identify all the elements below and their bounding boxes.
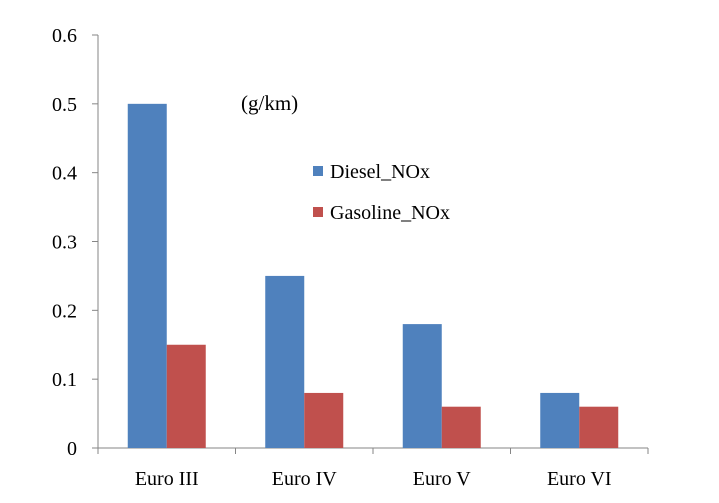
bar-gasoline-euro-iv bbox=[304, 392, 344, 448]
x-tick-group: Euro III Euro IV Euro V Euro VI bbox=[97, 448, 649, 490]
bar-gasoline-euro-vi bbox=[579, 406, 619, 448]
y-tick-label: 0.5 bbox=[52, 94, 77, 116]
y-tick-group: 0 0.1 0.2 0.3 0.4 0.5 0.6 bbox=[52, 25, 98, 460]
y-tick-label: 0.1 bbox=[52, 369, 77, 391]
legend-swatch-diesel bbox=[313, 166, 323, 176]
legend-item-gasoline: Gasoline_NOx bbox=[313, 202, 450, 224]
x-tick-label: Euro VI bbox=[547, 468, 612, 490]
x-tick-label: Euro III bbox=[135, 468, 199, 490]
y-axis: 0 0.1 0.2 0.3 0.4 0.5 0.6 bbox=[52, 25, 99, 460]
legend-label-diesel: Diesel_NOx bbox=[330, 161, 430, 183]
y-tick-label: 0.3 bbox=[52, 232, 77, 254]
bars-group bbox=[127, 103, 619, 448]
y-tick-label: 0 bbox=[67, 438, 77, 460]
y-tick-label: 0.6 bbox=[52, 25, 77, 47]
unit-label: (g/km) bbox=[241, 91, 298, 115]
legend-label-gasoline: Gasoline_NOx bbox=[330, 202, 450, 224]
bar-diesel-euro-vi bbox=[540, 392, 580, 448]
x-axis: Euro III Euro IV Euro V Euro VI bbox=[97, 447, 649, 490]
legend-swatch-gasoline bbox=[313, 207, 323, 217]
bar-gasoline-euro-iii bbox=[166, 344, 206, 448]
x-tick-label: Euro IV bbox=[272, 468, 338, 490]
y-tick-label: 0.4 bbox=[52, 163, 77, 185]
bar-diesel-euro-iii bbox=[127, 103, 167, 448]
bar-diesel-euro-iv bbox=[265, 275, 305, 448]
y-tick-label: 0.2 bbox=[52, 300, 77, 322]
bar-gasoline-euro-v bbox=[441, 406, 481, 448]
legend-item-diesel: Diesel_NOx bbox=[313, 161, 430, 183]
bar-diesel-euro-v bbox=[402, 324, 442, 448]
legend: Diesel_NOx Gasoline_NOx bbox=[313, 161, 450, 224]
x-tick-label: Euro V bbox=[413, 468, 472, 490]
